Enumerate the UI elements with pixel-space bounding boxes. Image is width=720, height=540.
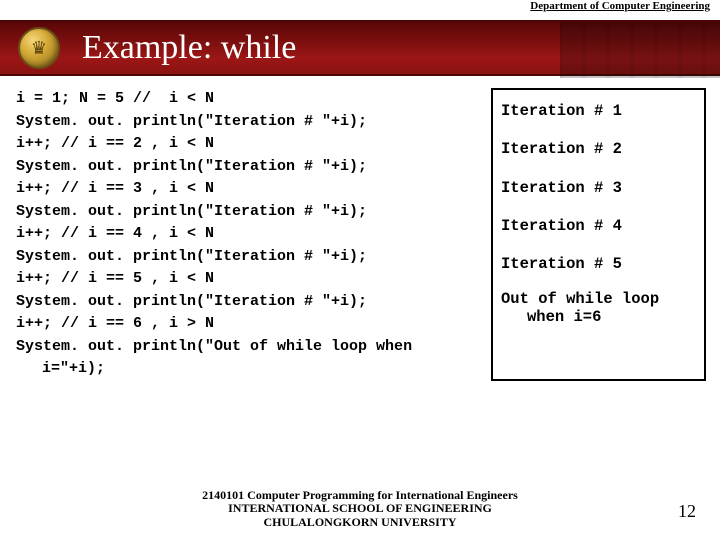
dept-header: Department of Computer Engineering (0, 0, 720, 20)
code-line: System. out. println("Iteration # "+i); (16, 246, 481, 269)
code-line: i="+i); (16, 358, 481, 381)
footer-line2: INTERNATIONAL SCHOOL OF ENGINEERING (0, 502, 720, 516)
code-line: System. out. println("Iteration # "+i); (16, 291, 481, 314)
code-line-indent: i="+i); (16, 358, 481, 381)
footer-line3: CHULALONGKORN UNIVERSITY (0, 516, 720, 530)
code-column: i = 1; N = 5 // i < N System. out. print… (16, 88, 481, 381)
page-number: 12 (678, 501, 696, 522)
output-line: Iteration # 2 (501, 138, 696, 161)
output-line: Iteration # 1 (501, 100, 696, 123)
code-line: i++; // i == 4 , i < N (16, 223, 481, 246)
slide-title: Example: while (82, 29, 296, 67)
code-line: System. out. println("Out of while loop … (16, 336, 481, 359)
title-band: ♛ Example: while (0, 20, 720, 76)
code-line: i++; // i == 3 , i < N (16, 178, 481, 201)
output-column: Iteration # 1 Iteration # 2 Iteration # … (491, 88, 706, 381)
output-line: Iteration # 4 (501, 215, 696, 238)
code-line: System. out. println("Iteration # "+i); (16, 156, 481, 179)
code-line: i++; // i == 5 , i < N (16, 268, 481, 291)
code-line: System. out. println("Iteration # "+i); (16, 201, 481, 224)
output-last: Out of while loop when i=6 (501, 291, 696, 327)
content-area: i = 1; N = 5 // i < N System. out. print… (0, 76, 720, 381)
output-line: Iteration # 5 (501, 253, 696, 276)
output-last-l1: Out of while loop (501, 290, 659, 308)
code-line: System. out. println("Iteration # "+i); (16, 111, 481, 134)
footer: 2140101 Computer Programming for Interna… (0, 489, 720, 530)
university-logo-icon: ♛ (18, 27, 60, 69)
output-line: Iteration # 3 (501, 177, 696, 200)
code-line: i++; // i == 2 , i < N (16, 133, 481, 156)
code-line: i = 1; N = 5 // i < N (16, 88, 481, 111)
keyboard-bg-icon (560, 22, 720, 78)
code-line: i++; // i == 6 , i > N (16, 313, 481, 336)
output-last-l2: when i=6 (501, 309, 696, 327)
footer-line1: 2140101 Computer Programming for Interna… (0, 489, 720, 503)
dept-text: Department of Computer Engineering (530, 0, 710, 12)
